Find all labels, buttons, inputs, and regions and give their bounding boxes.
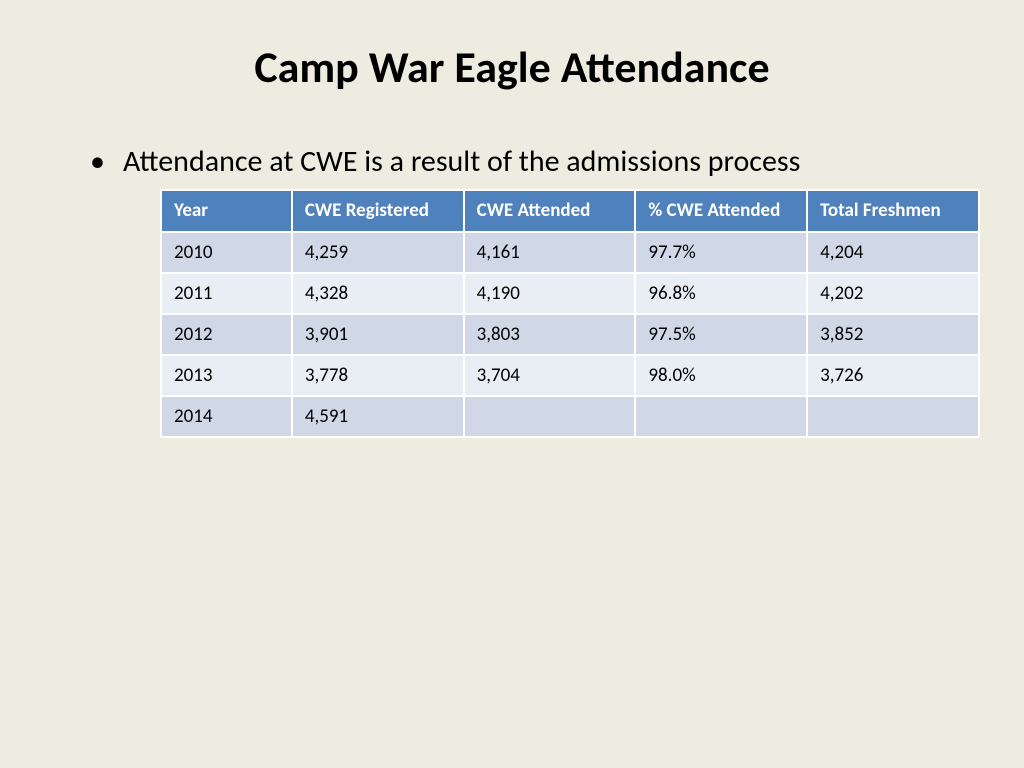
cell: 3,803	[464, 314, 636, 355]
col-total-freshmen: Total Freshmen	[807, 190, 979, 232]
bullet-item: • Attendance at CWE is a result of the a…	[90, 142, 964, 181]
table-row: 2014 4,591	[161, 396, 979, 437]
cell: 4,328	[292, 273, 464, 314]
cell	[635, 396, 807, 437]
cell	[464, 396, 636, 437]
cell: 2014	[161, 396, 292, 437]
cell: 2010	[161, 232, 292, 273]
cell: 96.8%	[635, 273, 807, 314]
cell: 97.7%	[635, 232, 807, 273]
cell: 2012	[161, 314, 292, 355]
cell: 4,591	[292, 396, 464, 437]
cell	[807, 396, 979, 437]
cell: 4,190	[464, 273, 636, 314]
table-row: 2010 4,259 4,161 97.7% 4,204	[161, 232, 979, 273]
bullet-marker: •	[90, 142, 105, 181]
table-row: 2012 3,901 3,803 97.5% 3,852	[161, 314, 979, 355]
cell: 4,259	[292, 232, 464, 273]
cell: 3,704	[464, 355, 636, 396]
table-row: 2013 3,778 3,704 98.0% 3,726	[161, 355, 979, 396]
cell: 4,204	[807, 232, 979, 273]
slide: Camp War Eagle Attendance • Attendance a…	[0, 0, 1024, 768]
bullet-text: Attendance at CWE is a result of the adm…	[123, 142, 800, 181]
cell: 97.5%	[635, 314, 807, 355]
col-pct-attended: % CWE Attended	[635, 190, 807, 232]
cell: 3,852	[807, 314, 979, 355]
table-header-row: Year CWE Registered CWE Attended % CWE A…	[161, 190, 979, 232]
cell: 98.0%	[635, 355, 807, 396]
cell: 3,726	[807, 355, 979, 396]
cell: 3,901	[292, 314, 464, 355]
cell: 3,778	[292, 355, 464, 396]
table-row: 2011 4,328 4,190 96.8% 4,202	[161, 273, 979, 314]
cell: 2011	[161, 273, 292, 314]
col-attended: CWE Attended	[464, 190, 636, 232]
col-year: Year	[161, 190, 292, 232]
cell: 2013	[161, 355, 292, 396]
attendance-table-container: Year CWE Registered CWE Attended % CWE A…	[160, 189, 980, 438]
attendance-table: Year CWE Registered CWE Attended % CWE A…	[160, 189, 980, 438]
col-registered: CWE Registered	[292, 190, 464, 232]
cell: 4,202	[807, 273, 979, 314]
page-title: Camp War Eagle Attendance	[60, 40, 964, 94]
cell: 4,161	[464, 232, 636, 273]
